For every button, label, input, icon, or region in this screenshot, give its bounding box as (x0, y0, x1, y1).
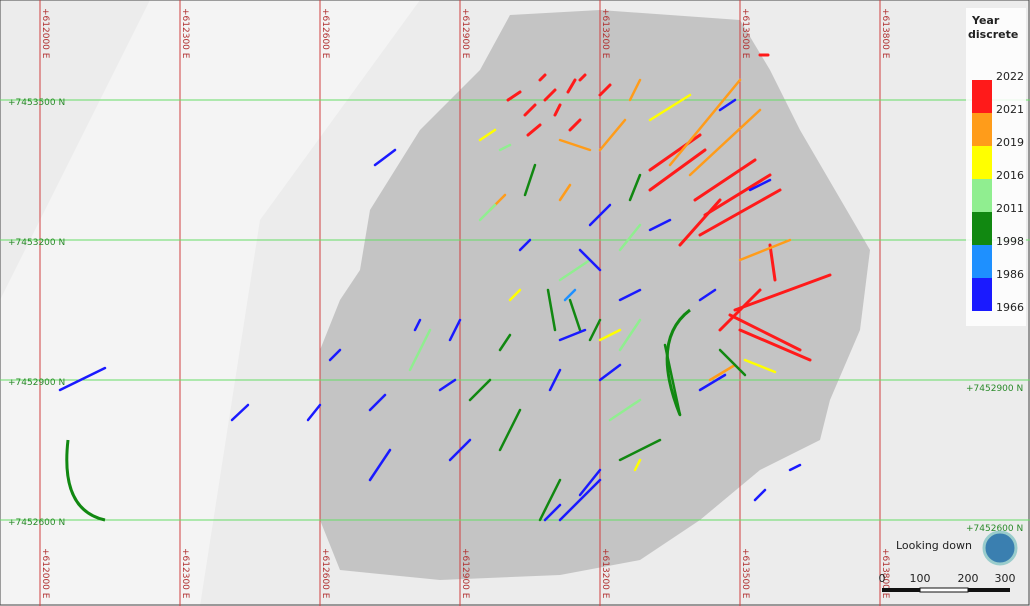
scale-label: 100 (910, 572, 931, 585)
legend-label: 1998 (996, 235, 1024, 248)
easting-label: +612600 E (320, 548, 330, 599)
view-label: Looking down (896, 539, 972, 552)
northing-label: +7453200 N (8, 238, 65, 248)
legend-label: 2011 (996, 202, 1024, 215)
legend-swatch (972, 212, 992, 245)
scale-label: 0 (879, 572, 886, 585)
legend-title: Year (971, 14, 1000, 27)
scale-bar (920, 588, 968, 592)
northing-label: +7452900 N (966, 384, 1023, 394)
legend-swatch (972, 146, 992, 179)
legend-swatch (972, 245, 992, 278)
northing-label: +7453500 N (8, 98, 65, 108)
view-compass[interactable] (984, 532, 1016, 564)
easting-label: +613200 E (600, 548, 610, 599)
easting-label: +612900 E (460, 8, 470, 59)
easting-label: +612300 E (180, 548, 190, 599)
easting-label: +613500 E (740, 548, 750, 599)
map-view: +612000 E +612000 E +612300 E +612300 E +612… (0, 0, 1030, 606)
legend-label: 1986 (996, 268, 1024, 281)
legend-label: 2016 (996, 169, 1024, 182)
legend-label: 1966 (996, 301, 1024, 314)
legend-label: 2021 (996, 103, 1024, 116)
legend-swatch (972, 80, 992, 113)
legend-swatch (972, 278, 992, 311)
scale-bar (882, 588, 920, 592)
easting-label: +613500 E (740, 8, 750, 59)
northing-label: +7452900 N (8, 378, 65, 388)
easting-label: +613800 E (880, 8, 890, 59)
legend-subtitle: discrete (968, 28, 1018, 41)
easting-label: +612000 E (40, 8, 50, 59)
legend-swatch (972, 113, 992, 146)
northing-label: +7452600 N (8, 518, 65, 528)
easting-label: +612300 E (180, 8, 190, 59)
scale-bar (968, 588, 1010, 592)
legend-swatch (972, 179, 992, 212)
scale-label: 300 (995, 572, 1016, 585)
easting-label: +612000 E (40, 548, 50, 599)
legend-label: 2019 (996, 136, 1024, 149)
legend-label: 2022 (996, 70, 1024, 83)
scale-label: 200 (958, 572, 979, 585)
easting-label: +613200 E (600, 8, 610, 59)
easting-label: +612600 E (320, 8, 330, 59)
easting-label: +612900 E (460, 548, 470, 599)
